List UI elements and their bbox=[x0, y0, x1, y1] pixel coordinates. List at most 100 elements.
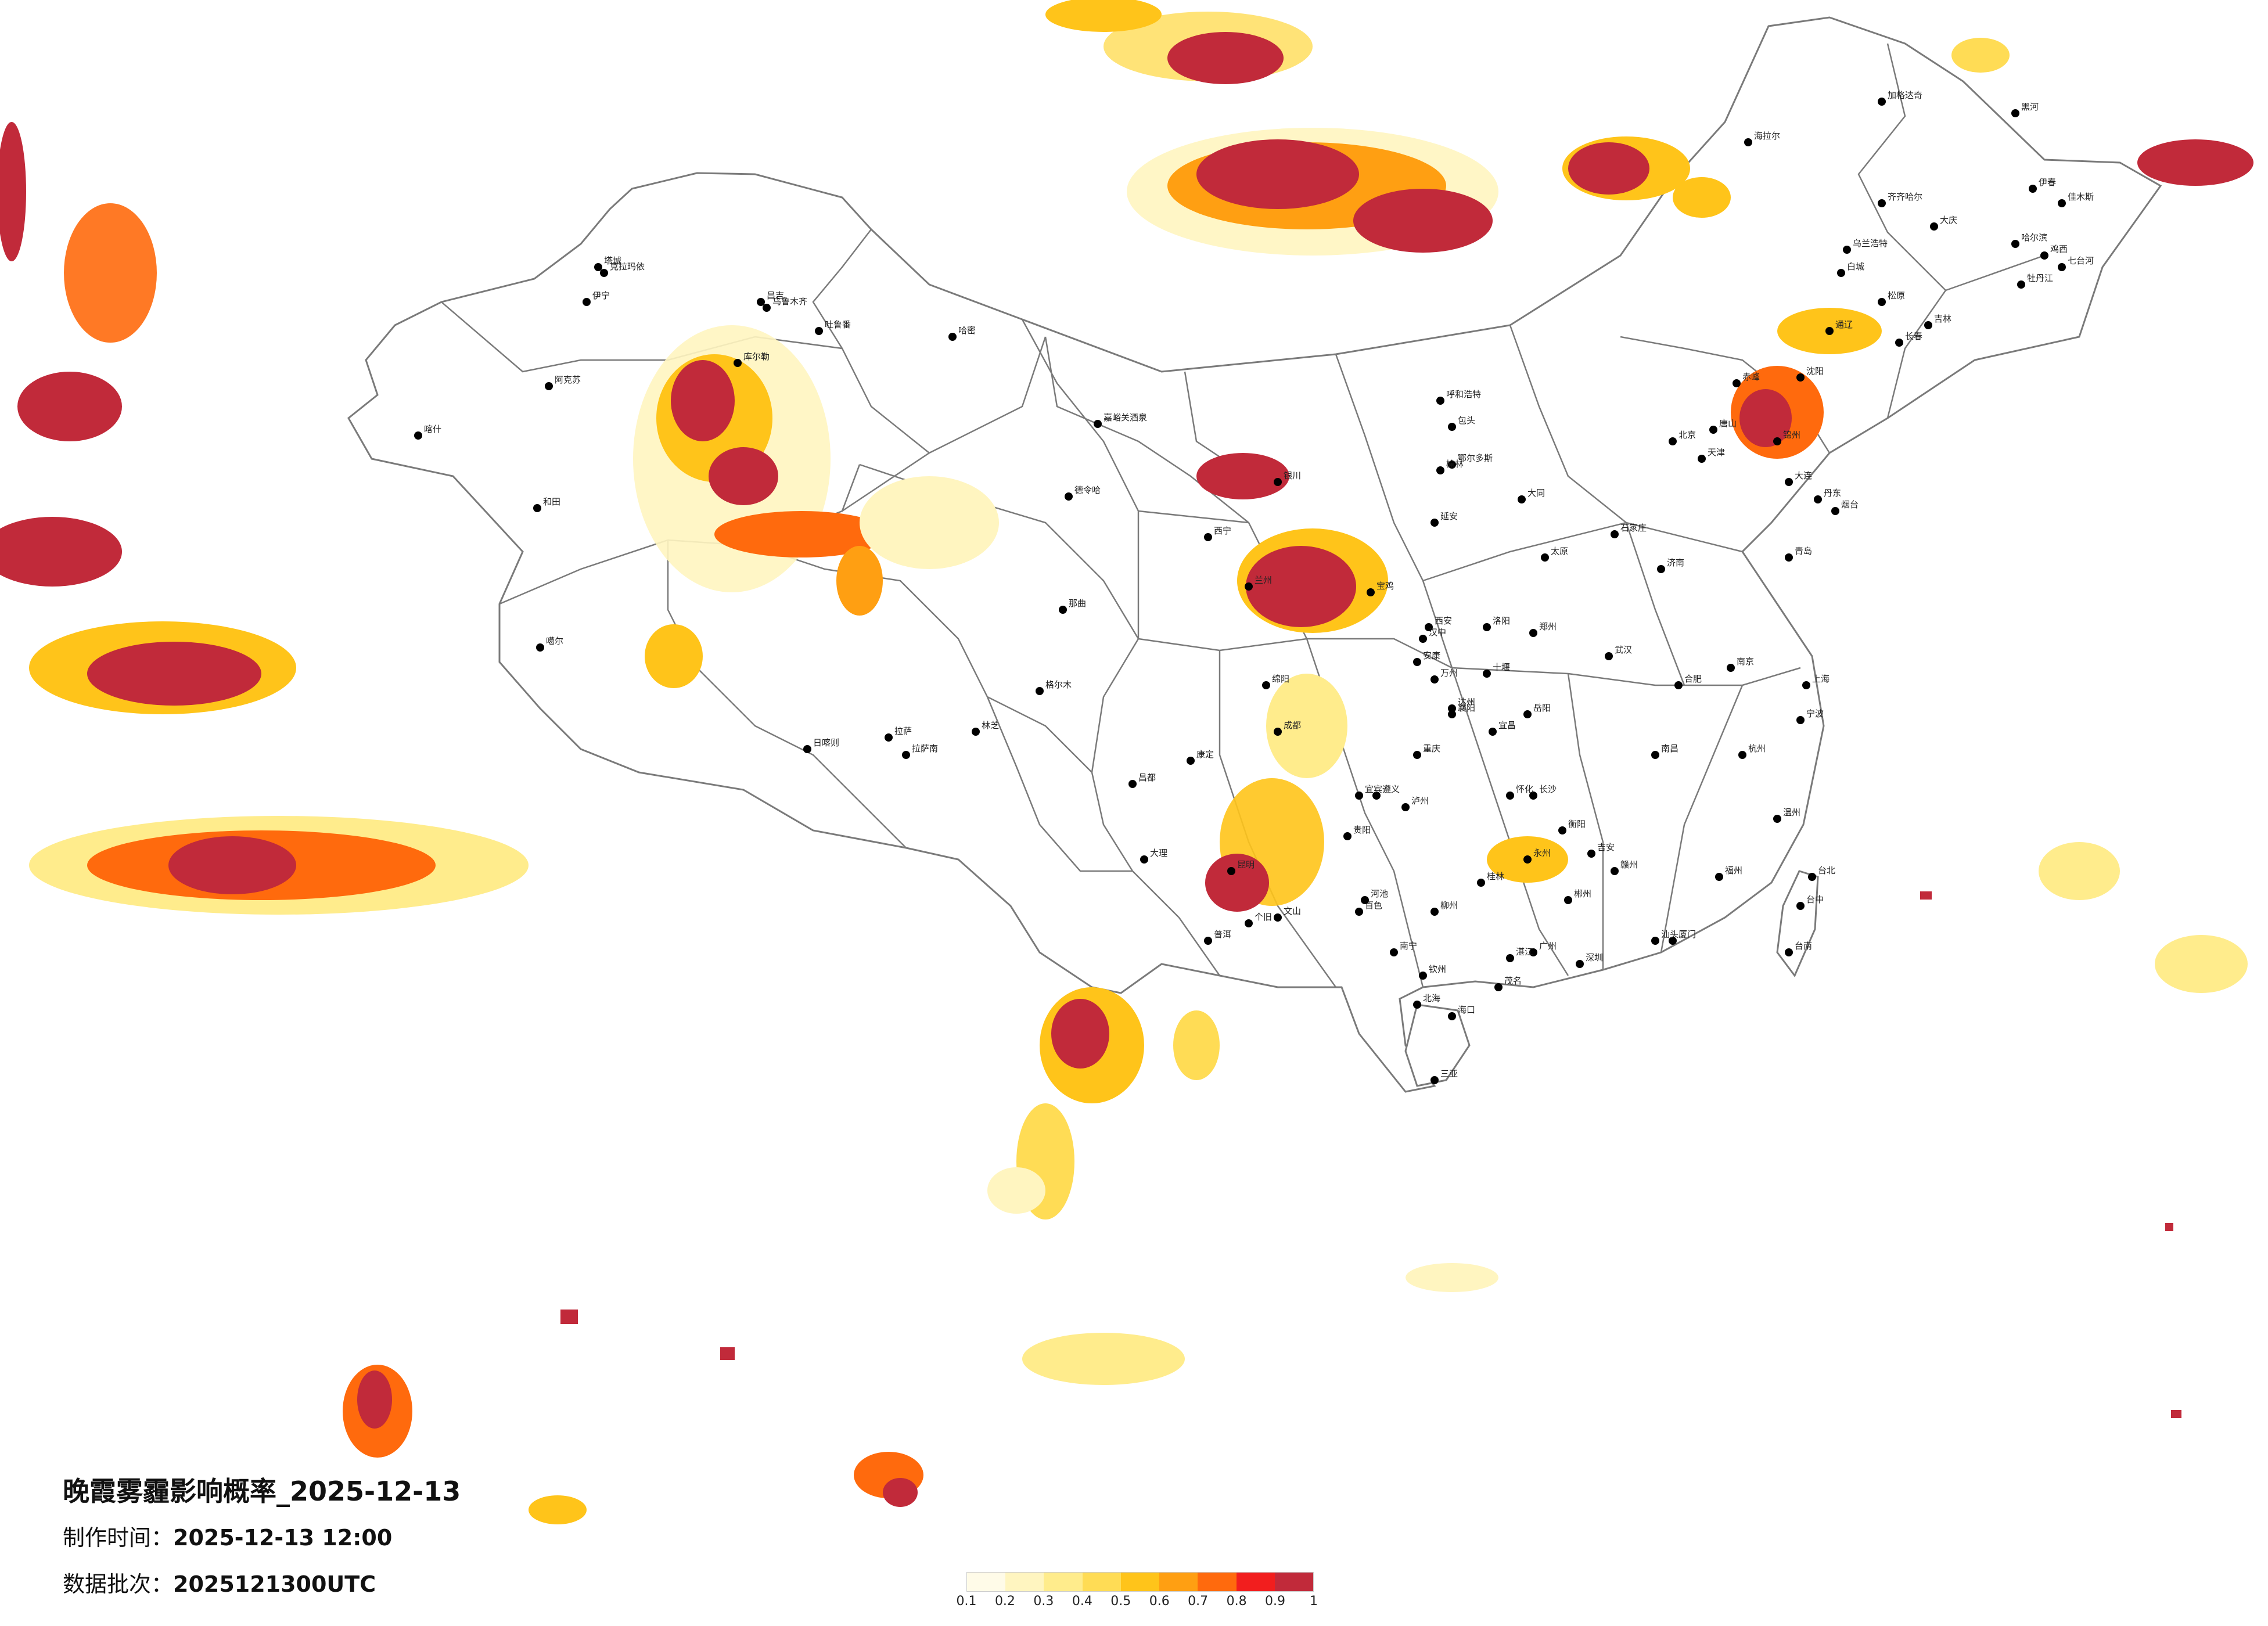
city-dot bbox=[1204, 937, 1212, 945]
city-label: 七台河 bbox=[2068, 256, 2094, 266]
city-dot bbox=[1401, 803, 1410, 811]
city-dot bbox=[1448, 461, 1456, 469]
city-label: 天津 bbox=[1708, 447, 1725, 458]
city-dot bbox=[1802, 681, 1810, 689]
city-dot bbox=[1785, 478, 1793, 486]
city-dot bbox=[1895, 339, 1903, 347]
city-label: 柳州 bbox=[1440, 900, 1458, 911]
city-dot bbox=[1430, 908, 1439, 916]
legend-tick-label: 0.6 bbox=[1149, 1594, 1170, 1609]
city-label: 昆明 bbox=[1237, 859, 1255, 870]
city-dot bbox=[2011, 240, 2019, 248]
city-dot bbox=[1657, 565, 1665, 573]
city-label: 北海 bbox=[1423, 993, 1440, 1003]
city-dot bbox=[414, 431, 422, 440]
city-label: 大理 bbox=[1150, 848, 1167, 858]
city-dot bbox=[1611, 530, 1619, 538]
city-dot bbox=[2040, 251, 2048, 260]
city-dot bbox=[1785, 948, 1793, 956]
city-dot bbox=[1518, 495, 1526, 503]
city-label: 百色 bbox=[1365, 900, 1382, 911]
legend-tick-label: 0.9 bbox=[1265, 1594, 1286, 1609]
city-label: 呼和浩特 bbox=[1446, 389, 1481, 400]
city-dot bbox=[1651, 751, 1659, 759]
city-dot bbox=[1825, 327, 1834, 335]
city-label: 丹东 bbox=[1824, 488, 1841, 498]
city-dot bbox=[2058, 199, 2066, 207]
city-dot bbox=[1831, 507, 1839, 515]
city-dot bbox=[2017, 280, 2025, 289]
city-dot bbox=[1924, 321, 1932, 329]
city-dot bbox=[1245, 582, 1253, 591]
city-dot bbox=[1343, 832, 1352, 840]
city-dot bbox=[1355, 908, 1363, 916]
production-time: 制作时间：2025-12-13 12:00 bbox=[63, 1520, 392, 1552]
legend-swatch bbox=[1274, 1573, 1313, 1591]
city-label: 文山 bbox=[1284, 906, 1301, 916]
hainan-outline bbox=[1404, 1003, 1471, 1087]
production-time-value: 2025-12-13 12:00 bbox=[173, 1525, 393, 1551]
city-label: 台南 bbox=[1795, 941, 1812, 951]
city-dot bbox=[1738, 751, 1746, 759]
city-dot bbox=[1483, 670, 1491, 678]
city-label: 杭州 bbox=[1748, 743, 1766, 754]
city-label: 伊春 bbox=[2039, 177, 2056, 188]
city-dot bbox=[1390, 948, 1398, 956]
legend-swatch bbox=[1082, 1573, 1121, 1591]
city-dot bbox=[1274, 478, 1282, 486]
city-label: 林芝 bbox=[982, 720, 999, 731]
city-label: 台中 bbox=[1806, 894, 1824, 905]
city-label: 日喀则 bbox=[813, 738, 839, 748]
city-label: 兰州 bbox=[1255, 575, 1272, 585]
city-label: 万州 bbox=[1440, 668, 1458, 678]
city-dot bbox=[1448, 423, 1456, 431]
city-label: 武汉 bbox=[1615, 645, 1632, 655]
legend-swatch bbox=[1198, 1573, 1237, 1591]
city-label: 襄阳 bbox=[1458, 703, 1475, 713]
city-dot bbox=[1843, 246, 1851, 254]
city-dot bbox=[1367, 588, 1375, 596]
city-dot bbox=[1413, 751, 1421, 759]
city-label: 太原 bbox=[1551, 546, 1568, 556]
city-label: 嘉峪关酒泉 bbox=[1104, 412, 1147, 423]
city-label: 重庆 bbox=[1423, 743, 1440, 754]
city-label: 个旧 bbox=[1255, 912, 1272, 922]
city-label: 普洱 bbox=[1214, 929, 1231, 940]
city-dot bbox=[1930, 222, 1938, 231]
city-label: 汉中 bbox=[1429, 627, 1446, 638]
city-label: 阿克苏 bbox=[555, 375, 581, 385]
city-dot bbox=[1065, 492, 1073, 501]
legend-tick-label: 1 bbox=[1310, 1594, 1318, 1609]
city-label: 榆林 bbox=[1446, 459, 1464, 469]
city-dot bbox=[1878, 199, 1886, 207]
city-dot bbox=[763, 304, 771, 312]
city-label: 成都 bbox=[1284, 720, 1301, 731]
city-dot bbox=[1808, 873, 1816, 881]
city-dot bbox=[1448, 710, 1456, 718]
legend-tick-label: 0.3 bbox=[1033, 1594, 1054, 1609]
city-label: 十堰 bbox=[1493, 662, 1510, 672]
city-label: 合肥 bbox=[1684, 674, 1702, 684]
city-dot bbox=[1651, 937, 1659, 945]
city-dot bbox=[1245, 919, 1253, 927]
city-dot bbox=[803, 745, 811, 753]
city-label: 贵阳 bbox=[1353, 825, 1371, 835]
city-dot bbox=[1187, 757, 1195, 765]
legend-tick-label: 0.1 bbox=[956, 1594, 977, 1609]
city-dot bbox=[1140, 855, 1148, 864]
city-dot bbox=[1523, 710, 1532, 718]
city-dot bbox=[1541, 553, 1549, 562]
city-dot bbox=[1796, 902, 1805, 910]
city-label: 大同 bbox=[1527, 488, 1545, 498]
city-dot bbox=[1878, 298, 1886, 306]
legend-tick-label: 0.7 bbox=[1188, 1594, 1209, 1609]
city-dot bbox=[1773, 437, 1781, 445]
legend-tick-label: 0.2 bbox=[994, 1594, 1015, 1609]
city-label: 库尔勒 bbox=[743, 351, 770, 362]
city-label: 通辽 bbox=[1835, 319, 1853, 330]
city-dot bbox=[1274, 913, 1282, 922]
city-label: 吉林 bbox=[1934, 314, 1951, 324]
city-dot bbox=[1506, 792, 1514, 800]
city-label: 温州 bbox=[1783, 807, 1800, 818]
